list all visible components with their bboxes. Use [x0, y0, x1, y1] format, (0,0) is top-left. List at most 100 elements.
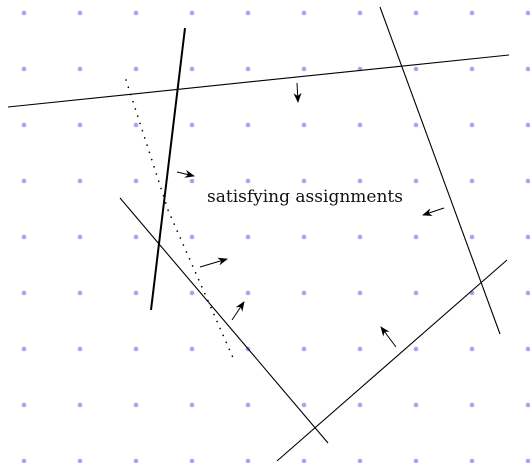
lattice-dot	[245, 66, 251, 72]
lattice-dot	[357, 402, 363, 408]
lattice-dot	[301, 66, 307, 72]
lattice-dot	[245, 234, 251, 240]
lattice-dot	[189, 290, 195, 296]
lattice-dot	[413, 10, 419, 16]
lattice-dot	[77, 234, 83, 240]
lattice-dot	[301, 458, 307, 463]
lattice-dot	[245, 178, 251, 184]
lattice-dot	[301, 10, 307, 16]
lattice-dot	[77, 458, 83, 463]
lattice-dot	[357, 458, 363, 463]
lattice-dot	[133, 178, 139, 184]
arrow-left	[422, 207, 445, 216]
arrow-up-left	[380, 326, 397, 348]
lattice-dot	[77, 10, 83, 16]
lattice-dot	[525, 234, 530, 240]
lattice-dot	[301, 402, 307, 408]
lattice-dot	[413, 178, 419, 184]
lattice-dot	[525, 290, 530, 296]
lattice-dot	[413, 402, 419, 408]
lattice-dot	[133, 290, 139, 296]
lattice-dot	[189, 178, 195, 184]
constraint-line-bottom-left	[119, 197, 329, 444]
lattice-dot	[133, 122, 139, 128]
lattice-dot	[525, 10, 530, 16]
lattice-dot	[301, 178, 307, 184]
arrow-down	[293, 82, 302, 103]
lattice-dot	[189, 234, 195, 240]
lattice-dot	[413, 458, 419, 463]
lattice-dot	[357, 234, 363, 240]
lattice-dot	[245, 458, 251, 463]
arrow-right-upper	[176, 170, 195, 178]
lattice-dot	[469, 178, 475, 184]
lattice-dot	[77, 178, 83, 184]
lattice-dot	[77, 346, 83, 352]
lattice-dot	[133, 10, 139, 16]
lattice-dot	[301, 290, 307, 296]
lattice-dot	[189, 346, 195, 352]
lattice-dot	[413, 346, 419, 352]
lattice-dot	[133, 458, 139, 463]
constraint-lines	[7, 6, 510, 462]
direction-arrows	[176, 82, 445, 348]
lattice-dot	[189, 458, 195, 463]
dotted-path	[125, 79, 235, 361]
lattice-dot	[21, 346, 27, 352]
region-label: satisfying assignments	[207, 187, 403, 207]
lattice-dot	[245, 290, 251, 296]
lattice-dot	[525, 178, 530, 184]
lattice-dot	[469, 10, 475, 16]
lattice-dot	[21, 234, 27, 240]
lattice-dot	[469, 66, 475, 72]
lattice-dot	[245, 402, 251, 408]
constraint-line-left-bold	[150, 27, 186, 311]
lattice-dot	[301, 346, 307, 352]
lattice-dot	[77, 402, 83, 408]
lattice-dot	[133, 402, 139, 408]
lattice-points	[21, 10, 530, 463]
lattice-dot	[21, 290, 27, 296]
lattice-dot	[469, 346, 475, 352]
lattice-dot	[189, 66, 195, 72]
lattice-dot	[21, 122, 27, 128]
lattice-dot	[133, 66, 139, 72]
lattice-dot	[357, 122, 363, 128]
lattice-dot	[469, 458, 475, 463]
lattice-dot	[133, 234, 139, 240]
lattice-dot	[413, 234, 419, 240]
lattice-dot	[301, 122, 307, 128]
lattice-dot	[525, 122, 530, 128]
lattice-dot	[301, 234, 307, 240]
constraint-line-right	[379, 6, 501, 335]
lattice-dot	[245, 122, 251, 128]
lattice-dot	[21, 10, 27, 16]
lattice-dot	[21, 178, 27, 184]
lattice-dot	[525, 402, 530, 408]
lattice-dot	[189, 402, 195, 408]
lattice-dot	[357, 290, 363, 296]
lattice-dot	[21, 66, 27, 72]
lattice-dot	[469, 122, 475, 128]
lattice-dot	[413, 122, 419, 128]
lattice-dot	[413, 66, 419, 72]
lattice-dot	[525, 458, 530, 463]
lattice-dot	[357, 10, 363, 16]
lattice-dot	[245, 10, 251, 16]
lattice-dot	[21, 458, 27, 463]
lattice-dot	[357, 346, 363, 352]
lattice-dot	[413, 290, 419, 296]
lattice-dot	[21, 402, 27, 408]
constraint-line-bottom-right	[276, 259, 508, 462]
lattice-dot	[77, 66, 83, 72]
lattice-dot	[357, 178, 363, 184]
lattice-dot	[525, 66, 530, 72]
arrow-up-right	[231, 301, 245, 321]
lattice-dot	[133, 346, 139, 352]
arrow-right-middle	[199, 257, 228, 268]
lattice-dot	[77, 290, 83, 296]
lattice-dot	[525, 346, 530, 352]
lattice-dot	[77, 122, 83, 128]
lattice-dot	[469, 234, 475, 240]
